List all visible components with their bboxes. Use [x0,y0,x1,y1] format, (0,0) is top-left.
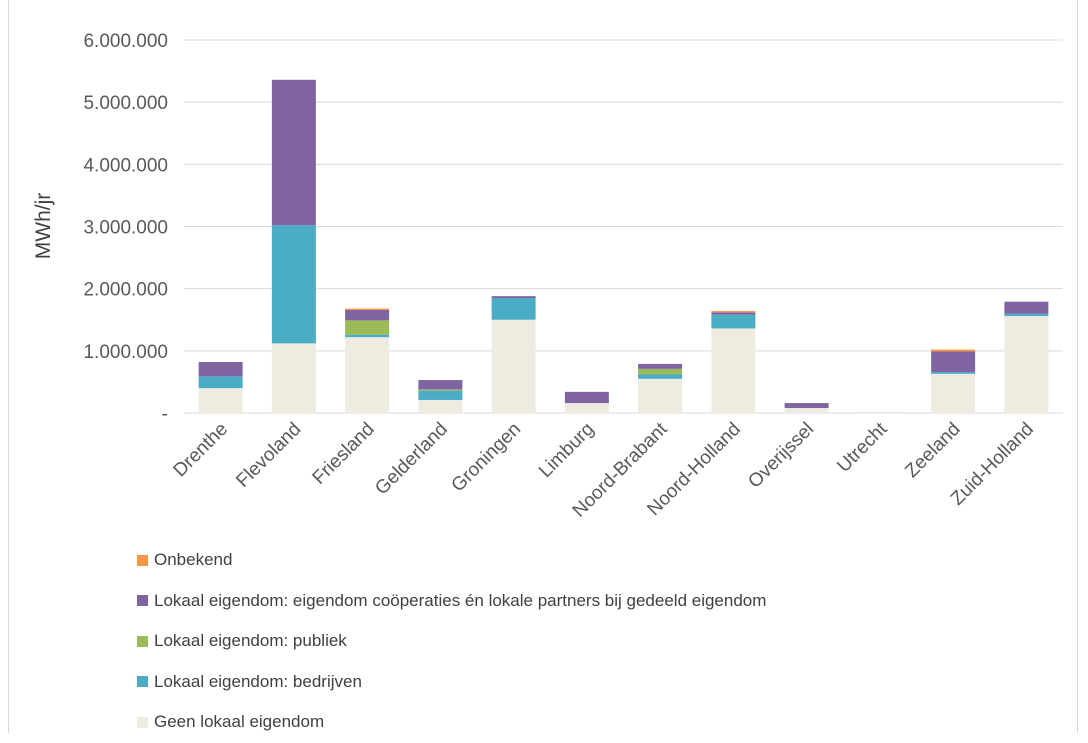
bar-segment [345,337,390,413]
bar-segment [198,362,243,377]
bar-segment [418,380,463,390]
bar-segment [638,363,683,369]
bar-segment [931,371,976,374]
legend-swatch [137,716,148,728]
bar-segment [491,297,536,320]
legend-item: Lokaal eigendom: bedrijven [137,662,766,703]
bars [198,79,1049,413]
x-category-label: Zeeland [901,419,964,482]
bar-segment [711,312,756,315]
bar-segment [784,403,829,409]
bar-segment [345,309,390,321]
y-tick-labels: - 1.000.000 2.000.000 3.000.000 4.000.000 5.0… [83,31,168,425]
y-tick-label: 5.000.000 [83,93,168,114]
bar-segment [418,390,463,400]
bar-segment [711,328,756,413]
legend-label: Geen lokaal eigendom [154,712,325,732]
x-category-labels: Drenthe Flevoland FrieslandGelderlandGroni… [170,418,1038,521]
x-category-label: Gelderland [371,419,452,500]
x-category-label: Friesland [309,419,379,489]
y-axis-title: MWh/jr [32,193,55,260]
y-tick-label: 1.000.000 [83,342,168,363]
bar-segment [784,408,829,413]
bar-segment [564,391,609,404]
x-category-label: Flevoland [232,419,305,492]
legend-item: Onbekend [137,540,766,581]
x-category-label: Overijssel [744,419,818,493]
bar-segment [345,334,390,338]
bar-segment [198,388,243,413]
y-tick-label: 4.000.000 [83,155,168,176]
legend-swatch [137,554,148,566]
legend-swatch [137,595,148,607]
legend: Onbekend Lokaal eigendom: eigendom coöper… [137,540,766,743]
bar-segment [638,378,683,413]
legend-item: Geen lokaal eigendom [137,702,766,743]
bar-segment [345,320,390,335]
legend-label: Lokaal eigendom: publiek [154,631,347,651]
bar-segment [931,349,976,352]
legend-label: Lokaal eigendom: eigendom coöperaties én… [154,590,767,610]
x-category-label: Groningen [448,419,526,497]
bar-segment [564,403,609,413]
bar-segment [271,79,316,226]
bar-segment [345,308,390,310]
bar-segment [711,311,756,313]
bar-segment [638,374,683,379]
bar-segment [271,225,316,344]
bar-segment [1004,313,1049,317]
bar-segment [711,314,756,329]
x-category-label: Utrecht [833,418,892,477]
y-tick-label: 6.000.000 [83,31,168,52]
bar-segment [1004,316,1049,413]
y-tick-label: 2.000.000 [83,280,168,301]
gridlines [184,39,1063,414]
y-tick-label: 3.000.000 [83,218,168,239]
x-category-label: Limburg [535,419,598,482]
bar-segment [418,389,463,391]
x-category-label: Drenthe [170,419,233,482]
bar-segment [931,373,976,413]
bar-segment [418,399,463,413]
chart-frame [8,0,1078,733]
legend-item: Lokaal eigendom: publiek [137,621,766,662]
stacked-bar-chart: - 1.000.000 2.000.000 3.000.000 4.000.000 5.0… [32,31,1063,522]
bar-segment [271,343,316,413]
legend-swatch [137,676,148,688]
legend-swatch [137,635,148,647]
bar-segment [198,376,243,389]
bar-segment [857,411,902,413]
bar-segment [491,319,536,413]
bar-segment [638,368,683,375]
legend-item: Lokaal eigendom: eigendom coöperaties én… [137,581,766,622]
bar-segment [491,296,536,298]
y-tick-label: - [162,404,168,425]
bar-segment [1004,301,1049,314]
legend-label: Lokaal eigendom: bedrijven [154,671,362,691]
bar-segment [931,351,976,372]
legend-label: Onbekend [154,550,233,570]
